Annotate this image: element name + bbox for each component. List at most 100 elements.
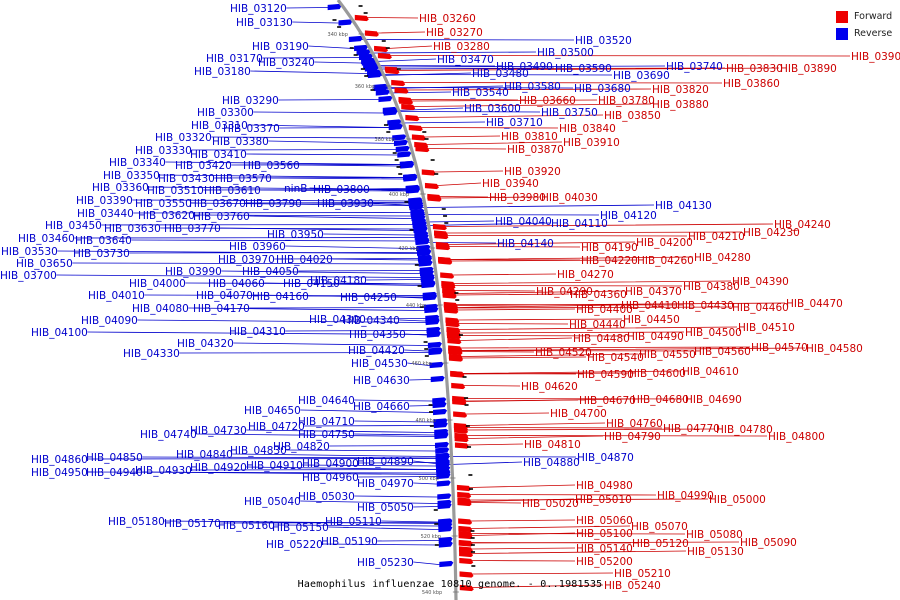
gene-label-hib-03950[interactable]: HIB_03950: [267, 229, 324, 241]
gene-label-hib-03600[interactable]: HIB_03600: [464, 103, 521, 115]
gene-label-hib-04490[interactable]: HIB_04490: [627, 331, 684, 343]
gene-label-hib-04320[interactable]: HIB_04320: [177, 338, 234, 350]
gene-label-hib-03580[interactable]: HIB_03580: [504, 81, 561, 93]
gene-label-hib-05170[interactable]: HIB_05170: [164, 518, 221, 530]
gene-label-hib-04090[interactable]: HIB_04090: [81, 315, 138, 327]
reverse-gene-feature[interactable]: [396, 146, 410, 152]
gene-label-hib-04610[interactable]: HIB_04610: [682, 366, 739, 378]
gene-label-hib-05120[interactable]: HIB_05120: [632, 538, 689, 550]
gene-label-hib-05110[interactable]: HIB_05110: [325, 516, 382, 528]
gene-label-hib-03890[interactable]: HIB_03890: [780, 63, 837, 75]
gene-label-hib-04250[interactable]: HIB_04250: [340, 292, 397, 304]
gene-label-hib-05090[interactable]: HIB_05090: [740, 537, 797, 549]
forward-gene-feature[interactable]: [438, 257, 452, 263]
gene-label-hib-03350[interactable]: HIB_03350: [103, 170, 160, 182]
gene-label-hib-03690[interactable]: HIB_03690: [613, 70, 670, 82]
gene-label-hib-03800[interactable]: HIB_03800: [313, 184, 370, 196]
gene-label-hib-03670[interactable]: HIB_03670: [189, 198, 246, 210]
gene-label-hib-03130[interactable]: HIB_03130: [236, 17, 293, 29]
reverse-gene-feature[interactable]: [400, 162, 414, 168]
gene-label-hib-04040[interactable]: HIB_04040: [495, 216, 552, 228]
gene-label-hib-04910[interactable]: HIB_04910: [246, 460, 303, 472]
reverse-gene-feature[interactable]: [376, 89, 390, 95]
gene-label-hib-03450[interactable]: HIB_03450: [45, 220, 102, 232]
gene-label-hib-03870[interactable]: HIB_03870: [507, 144, 564, 156]
reverse-gene-feature[interactable]: [349, 36, 363, 42]
gene-label-hib-04410[interactable]: HIB_04410: [621, 300, 678, 312]
gene-label-hib-03960[interactable]: HIB_03960: [229, 241, 286, 253]
reverse-gene-feature[interactable]: [416, 239, 430, 245]
gene-label-hib-04330[interactable]: HIB_04330: [123, 348, 180, 360]
forward-gene-feature[interactable]: [378, 53, 392, 59]
gene-label-hib-03620[interactable]: HIB_03620: [138, 210, 195, 222]
gene-label-hib-04340[interactable]: HIB_04340: [343, 315, 400, 327]
gene-label-hib-03910[interactable]: HIB_03910: [563, 137, 620, 149]
gene-label-hib-04810[interactable]: HIB_04810: [524, 439, 581, 451]
reverse-gene-feature[interactable]: [438, 503, 452, 509]
forward-gene-feature[interactable]: [401, 104, 415, 110]
gene-label-hib-04210[interactable]: HIB_04210: [688, 231, 745, 243]
gene-label-hib-04790[interactable]: HIB_04790: [604, 431, 661, 443]
reverse-gene-feature[interactable]: [428, 342, 442, 348]
forward-gene-feature[interactable]: [405, 115, 419, 121]
gene-label-hib-04280[interactable]: HIB_04280: [694, 252, 751, 264]
forward-gene-feature[interactable]: [425, 183, 439, 189]
gene-label-hib-04550[interactable]: HIB_04550: [639, 349, 696, 361]
gene-label-hib-04060[interactable]: HIB_04060: [208, 278, 265, 290]
gene-label-hib-03430[interactable]: HIB_03430: [158, 173, 215, 185]
gene-label-hib-05070[interactable]: HIB_05070: [631, 521, 688, 533]
gene-label-hib-04690[interactable]: HIB_04690: [685, 394, 742, 406]
gene-label-hib-05160[interactable]: HIB_05160: [218, 520, 275, 532]
gene-label-hib-04580[interactable]: HIB_04580: [806, 343, 863, 355]
gene-label-hib-03780[interactable]: HIB_03780: [598, 95, 655, 107]
forward-gene-feature[interactable]: [409, 125, 423, 131]
gene-label-hib-03440[interactable]: HIB_03440: [77, 208, 134, 220]
gene-label-hib-04870[interactable]: HIB_04870: [577, 452, 634, 464]
gene-label-hib-03810[interactable]: HIB_03810: [501, 131, 558, 143]
gene-label-hib-04360[interactable]: HIB_04360: [570, 289, 627, 301]
gene-label-hib-05020[interactable]: HIB_05020: [522, 498, 579, 510]
gene-label-hib-03660[interactable]: HIB_03660: [519, 95, 576, 107]
gene-label-hib-05050[interactable]: HIB_05050: [357, 502, 414, 514]
gene-label-hib-03540[interactable]: HIB_03540: [452, 87, 509, 99]
gene-label-hib-04510[interactable]: HIB_04510: [738, 322, 795, 334]
gene-label-hib-04130[interactable]: HIB_04130: [655, 200, 712, 212]
gene-label-hib-03730[interactable]: HIB_03730: [73, 248, 130, 260]
gene-label-hib-05200[interactable]: HIB_05200: [576, 556, 633, 568]
gene-label-hib-03760[interactable]: HIB_03760: [193, 211, 250, 223]
gene-label-hib-04620[interactable]: HIB_04620: [521, 381, 578, 393]
gene-label-hib-04170[interactable]: HIB_04170: [193, 303, 250, 315]
gene-label-hib-03180[interactable]: HIB_03180: [194, 66, 251, 78]
gene-label-hib-04760[interactable]: HIB_04760: [606, 418, 663, 430]
gene-label-hib-04940[interactable]: HIB_04940: [86, 467, 143, 479]
reverse-gene-feature[interactable]: [434, 422, 448, 428]
gene-label-hib-04370[interactable]: HIB_04370: [625, 286, 682, 298]
gene-label-hib-04920[interactable]: HIB_04920: [190, 462, 247, 474]
gene-label-hib-04010[interactable]: HIB_04010: [88, 290, 145, 302]
gene-label-hib-04220[interactable]: HIB_04220: [581, 255, 638, 267]
gene-label-hib-04470[interactable]: HIB_04470: [786, 298, 843, 310]
gene-label-hib-04000[interactable]: HIB_04000: [129, 278, 186, 290]
gene-label-hib-04640[interactable]: HIB_04640: [298, 395, 355, 407]
gene-label-hib-04990[interactable]: HIB_04990: [657, 490, 714, 502]
gene-label-hib-05010[interactable]: HIB_05010: [575, 494, 632, 506]
gene-label-hib-04450[interactable]: HIB_04450: [623, 314, 680, 326]
reverse-gene-feature[interactable]: [423, 294, 437, 300]
gene-label-hib-04390[interactable]: HIB_04390: [732, 276, 789, 288]
gene-label-hib-03290[interactable]: HIB_03290: [222, 95, 279, 107]
reverse-gene-feature[interactable]: [435, 447, 449, 453]
gene-label-hib-04930[interactable]: HIB_04930: [135, 465, 192, 477]
forward-gene-feature[interactable]: [391, 80, 405, 86]
gene-label-hib-05000[interactable]: HIB_05000: [709, 494, 766, 506]
gene-label-hib-04750[interactable]: HIB_04750: [298, 429, 355, 441]
reverse-gene-feature[interactable]: [433, 409, 447, 415]
forward-gene-feature[interactable]: [458, 518, 472, 524]
gene-label-hib-04460[interactable]: HIB_04460: [732, 302, 789, 314]
forward-gene-feature[interactable]: [374, 46, 388, 52]
reverse-gene-feature[interactable]: [338, 19, 352, 25]
gene-label-hib-04310[interactable]: HIB_04310: [229, 326, 286, 338]
gene-label-hib-03710[interactable]: HIB_03710: [486, 117, 543, 129]
gene-label-hib-03240[interactable]: HIB_03240: [258, 57, 315, 69]
gene-label-hib-03520[interactable]: HIB_03520: [575, 35, 632, 47]
gene-label-hib-04520[interactable]: HIB_04520: [535, 347, 592, 359]
